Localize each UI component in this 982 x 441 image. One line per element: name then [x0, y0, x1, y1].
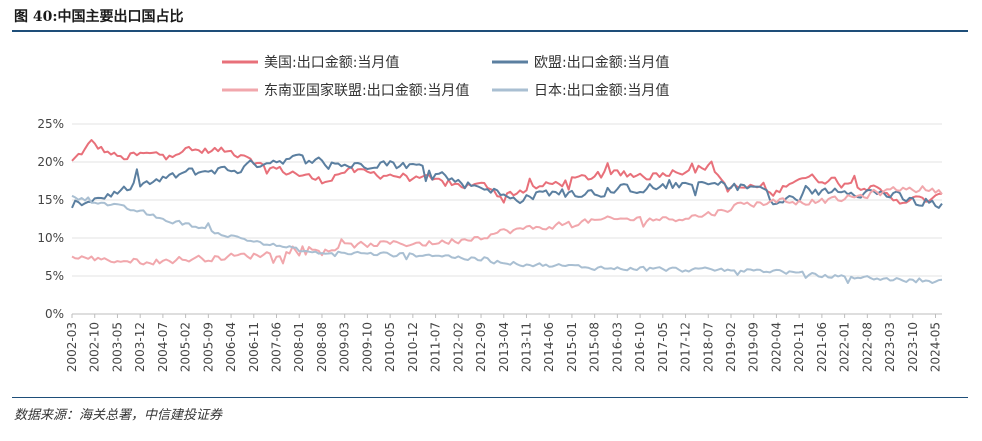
top-rule — [12, 30, 968, 32]
x-tick-label: 2017-05 — [656, 322, 670, 372]
x-tick-label: 2018-07 — [701, 322, 715, 372]
bottom-rule — [12, 397, 968, 398]
x-tick-label: 2008-08 — [315, 322, 329, 372]
x-tick-label: 2012-02 — [451, 322, 465, 372]
y-tick-label: 20% — [37, 155, 64, 169]
x-tick-label: 2002-10 — [88, 322, 102, 372]
x-tick-label: 2006-11 — [247, 322, 261, 372]
x-tick-label: 2024-05 — [929, 322, 943, 372]
grid-lines — [72, 123, 942, 315]
x-tick-label: 2014-06 — [542, 322, 556, 372]
x-tick-label: 2007-06 — [270, 322, 284, 372]
x-tick-label: 2022-01 — [838, 322, 852, 372]
x-tick-label: 2016-03 — [610, 322, 624, 372]
x-tick-label: 2003-05 — [110, 322, 124, 372]
x-tick-label: 2010-12 — [406, 322, 420, 372]
x-axis-ticks: 2002-03 2002-10 2003-05 2003-12 2004-07 2005-… — [65, 314, 943, 372]
y-tick-label: 10% — [37, 231, 64, 245]
series-line — [71, 139, 943, 205]
x-tick-label: 2002-03 — [65, 322, 79, 372]
series-line — [71, 153, 943, 209]
y-tick-label: 5% — [45, 269, 64, 283]
x-tick-label: 2020-04 — [769, 322, 783, 372]
x-tick-label: 2015-01 — [565, 322, 579, 372]
legend-label: 日本:出口金额:当月值 — [534, 83, 669, 99]
series-line — [71, 194, 943, 284]
x-tick-label: 2019-02 — [724, 322, 738, 372]
y-tick-label: 25% — [37, 117, 64, 131]
line-chart: 0%5%10%15%20%25% 2002-03 2002-10 2003-05 20… — [37, 55, 943, 372]
x-tick-label: 2019-09 — [747, 322, 761, 372]
x-tick-label: 2023-10 — [906, 322, 920, 372]
x-tick-label: 2016-10 — [633, 322, 647, 372]
x-tick-label: 2010-05 — [383, 322, 397, 372]
x-tick-label: 2004-07 — [156, 322, 170, 372]
x-tick-label: 2009-10 — [360, 322, 374, 372]
x-tick-label: 2013-04 — [497, 322, 511, 372]
legend-label: 欧盟:出口金额:当月值 — [534, 55, 669, 71]
x-tick-label: 2005-02 — [179, 322, 193, 372]
x-tick-label: 2017-12 — [679, 322, 693, 372]
x-tick-label: 2020-11 — [792, 322, 806, 372]
x-tick-label: 2023-03 — [883, 322, 897, 372]
x-tick-label: 2003-12 — [133, 322, 147, 372]
y-tick-label: 0% — [45, 307, 64, 321]
y-axis-ticks: 0% 5% 10% 15% 20% 25% — [37, 117, 64, 321]
x-tick-label: 2011-07 — [429, 322, 443, 372]
x-tick-label: 2012-09 — [474, 322, 488, 372]
legend-label: 东南亚国家联盟:出口金额:当月值 — [264, 82, 469, 99]
x-tick-label: 2022-08 — [860, 322, 874, 372]
figure-title: 图 40:中国主要出口国占比 — [14, 9, 184, 25]
x-tick-label: 2015-08 — [588, 322, 602, 372]
x-tick-label: 2006-04 — [224, 322, 238, 372]
x-tick-label: 2005-09 — [201, 322, 215, 372]
x-tick-label: 2021-06 — [815, 322, 829, 372]
series-lines — [71, 139, 943, 284]
y-tick-label: 15% — [37, 193, 64, 207]
x-tick-label: 2008-01 — [292, 322, 306, 372]
x-tick-label: 2009-03 — [338, 322, 352, 372]
x-tick-label: 2013-11 — [519, 322, 533, 372]
source-note: 数据来源：海关总署，中信建投证券 — [14, 408, 223, 423]
series-line — [71, 185, 943, 266]
legend-label: 美国:出口金额:当月值 — [264, 55, 399, 71]
